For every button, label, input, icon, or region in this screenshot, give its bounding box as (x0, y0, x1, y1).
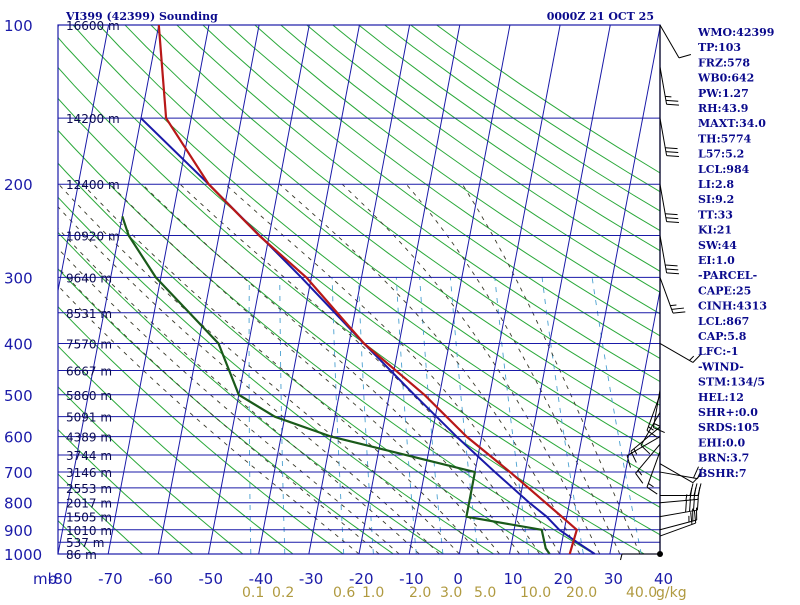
mixing-ratio-label: 20.0 (566, 585, 597, 600)
stability-index-item: FRZ:578 (698, 56, 750, 69)
temperature-tick-label: -30 (299, 570, 324, 588)
stability-index-item: L57:5.2 (698, 148, 744, 161)
height-label: 14200 m (66, 112, 120, 126)
stability-index-item: WMO:42399 (697, 26, 774, 39)
pressure-tick-label: 200 (4, 176, 33, 194)
stability-index-item: EHI:0.0 (698, 436, 745, 449)
stability-index-item: LCL:867 (698, 315, 749, 328)
stability-index-item: WB0:642 (697, 72, 754, 85)
stability-index-item: -PARCEL- (698, 269, 757, 282)
mixing-ratio-label: 1.0 (362, 585, 384, 600)
stability-index-item: SRDS:105 (698, 421, 760, 434)
pressure-tick-label: 700 (4, 464, 33, 482)
temperature-tick-label: -50 (199, 570, 224, 588)
mixing-ratio-label: 0.2 (272, 585, 294, 600)
height-label: 16600 m (66, 19, 120, 33)
stability-index-item: TH:5774 (698, 132, 752, 145)
height-label: 86 m (66, 548, 97, 562)
temperature-tick-label: -70 (98, 570, 123, 588)
height-label: 1505 m (66, 511, 112, 525)
mixing-ratio-label: 5.0 (474, 585, 496, 600)
stability-index-item: SI:9.2 (698, 193, 734, 206)
height-label: 12400 m (66, 178, 120, 192)
temperature-tick-label: -60 (148, 570, 173, 588)
pressure-tick-label: 300 (4, 269, 33, 287)
mixing-ratio-label: 40.0 (626, 585, 657, 600)
stability-index-item: TP:103 (698, 41, 741, 54)
pressure-tick-label: 100 (4, 17, 33, 35)
pressure-tick-label: 400 (4, 335, 33, 353)
height-label: 9640 m (66, 271, 112, 285)
height-label: 5091 m (66, 411, 112, 425)
height-label: 6667 m (66, 365, 112, 379)
mixing-ratio-label: 2.0 (409, 585, 431, 600)
height-label: 4389 m (66, 431, 112, 445)
height-label: 3744 m (66, 449, 112, 463)
stability-index-item: CAPE:25 (698, 284, 751, 297)
height-label: 3146 m (66, 466, 112, 480)
stability-index-item: RH:43.9 (698, 102, 748, 115)
stability-index-item: LI:2.8 (698, 178, 734, 191)
mixing-ratio-label: 3.0 (440, 585, 462, 600)
temperature-tick-label: -80 (48, 570, 73, 588)
pressure-tick-label: 800 (4, 495, 33, 513)
stability-index-item: LFC:-1 (698, 345, 739, 358)
height-label: 5860 m (66, 389, 112, 403)
mixing-ratio-label: 0.6 (333, 585, 355, 600)
stability-index-item: PW:1.27 (698, 87, 749, 100)
height-label: 7570 m (66, 337, 112, 351)
stability-index-item: SW:44 (698, 239, 737, 252)
stability-index-item: MAXT:34.0 (698, 117, 766, 130)
stability-index-item: CINH:4313 (698, 300, 767, 313)
stability-index-item: EI:1.0 (698, 254, 735, 267)
stability-index-item: STM:134/5 (698, 376, 765, 389)
chart-timestamp: 0000Z 21 OCT 25 (547, 10, 654, 23)
stability-index-item: -WIND- (698, 360, 744, 373)
height-label: 10920 m (66, 230, 120, 244)
stability-index-item: CAP:5.8 (698, 330, 747, 343)
height-label: 2553 m (66, 482, 112, 496)
stability-index-item: BRN:3.7 (698, 452, 749, 465)
pressure-tick-label: 500 (4, 387, 33, 405)
barb-half-flag (670, 305, 676, 306)
height-label: 8531 m (66, 307, 112, 321)
stability-index-item: BSHR:7 (698, 467, 747, 480)
surface-wind-marker (657, 551, 663, 557)
pressure-tick-label: 1000 (4, 546, 42, 564)
mixing-ratio-label: 0.1 (242, 585, 264, 600)
stability-index-item: LCL:984 (698, 163, 750, 176)
stability-index-item: KI:21 (698, 224, 732, 237)
pressure-tick-label: 900 (4, 522, 33, 540)
stability-index-item: TT:33 (698, 208, 733, 221)
temperature-tick-label: 30 (604, 570, 623, 588)
stability-index-item: HEL:12 (698, 391, 744, 404)
stability-index-item: SHR+:0.0 (698, 406, 758, 419)
height-label: 2017 m (66, 497, 112, 511)
mixing-ratio-label: 10.0 (520, 585, 551, 600)
pressure-tick-label: 600 (4, 429, 33, 447)
